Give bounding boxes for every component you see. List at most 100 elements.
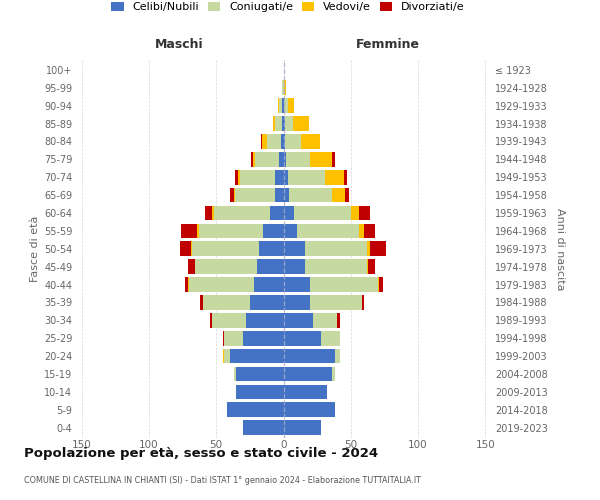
Bar xyxy=(273,116,275,131)
Bar xyxy=(254,277,284,292)
Bar xyxy=(234,188,235,202)
Bar xyxy=(284,260,305,274)
Bar xyxy=(223,349,224,364)
Bar xyxy=(297,224,359,238)
Bar xyxy=(236,366,284,382)
Bar xyxy=(359,224,364,238)
Bar xyxy=(192,242,259,256)
Bar xyxy=(190,277,254,292)
Bar xyxy=(284,295,310,310)
Bar xyxy=(246,313,284,328)
Bar xyxy=(224,331,243,345)
Bar xyxy=(180,242,191,256)
Bar xyxy=(275,170,284,184)
Bar xyxy=(270,206,284,220)
Bar xyxy=(268,134,281,148)
Bar xyxy=(284,80,286,95)
Bar xyxy=(262,134,268,148)
Bar xyxy=(284,420,321,435)
Legend: Celibi/Nubili, Coniugati/e, Vedovi/e, Divorziati/e: Celibi/Nubili, Coniugati/e, Vedovi/e, Di… xyxy=(107,0,469,17)
Bar xyxy=(332,152,335,166)
Bar xyxy=(203,295,250,310)
Bar xyxy=(285,116,293,131)
Bar xyxy=(197,224,199,238)
Bar xyxy=(294,206,351,220)
Bar xyxy=(310,295,362,310)
Bar xyxy=(367,242,370,256)
Bar xyxy=(284,277,310,292)
Bar xyxy=(284,206,294,220)
Bar xyxy=(195,260,257,274)
Bar xyxy=(284,366,332,382)
Bar xyxy=(284,188,289,202)
Bar xyxy=(235,188,275,202)
Bar xyxy=(346,188,349,202)
Bar xyxy=(275,188,284,202)
Bar xyxy=(379,277,383,292)
Bar xyxy=(243,420,284,435)
Bar xyxy=(370,242,386,256)
Bar xyxy=(236,384,284,399)
Bar xyxy=(284,313,313,328)
Bar xyxy=(301,134,320,148)
Bar xyxy=(284,331,321,345)
Bar xyxy=(364,224,375,238)
Bar xyxy=(368,260,375,274)
Bar xyxy=(212,313,246,328)
Bar xyxy=(362,295,364,310)
Bar xyxy=(278,98,280,113)
Bar xyxy=(282,98,284,113)
Bar xyxy=(284,224,297,238)
Bar xyxy=(332,366,335,382)
Bar xyxy=(284,402,335,417)
Bar xyxy=(284,134,285,148)
Bar xyxy=(321,331,340,345)
Text: Femmine: Femmine xyxy=(356,38,420,51)
Bar xyxy=(234,366,236,382)
Bar xyxy=(212,206,214,220)
Y-axis label: Anni di nascita: Anni di nascita xyxy=(554,208,565,290)
Bar xyxy=(282,80,284,95)
Bar xyxy=(253,152,255,166)
Bar xyxy=(199,224,263,238)
Bar xyxy=(284,384,326,399)
Bar xyxy=(185,277,188,292)
Bar xyxy=(238,170,241,184)
Bar xyxy=(284,116,285,131)
Bar xyxy=(359,206,370,220)
Bar xyxy=(230,349,284,364)
Bar xyxy=(214,206,270,220)
Bar xyxy=(280,98,282,113)
Bar xyxy=(263,224,284,238)
Bar xyxy=(367,260,368,274)
Bar xyxy=(188,277,190,292)
Bar xyxy=(259,242,284,256)
Bar xyxy=(280,152,284,166)
Bar xyxy=(293,116,309,131)
Bar xyxy=(200,295,203,310)
Bar xyxy=(286,152,310,166)
Bar xyxy=(282,116,284,131)
Bar xyxy=(284,349,335,364)
Bar xyxy=(337,313,340,328)
Y-axis label: Fasce di età: Fasce di età xyxy=(29,216,40,282)
Bar xyxy=(281,134,284,148)
Text: Maschi: Maschi xyxy=(155,38,203,51)
Bar xyxy=(332,188,346,202)
Bar xyxy=(181,224,197,238)
Bar xyxy=(344,170,347,184)
Bar xyxy=(310,152,332,166)
Bar xyxy=(287,170,325,184)
Bar xyxy=(260,134,262,148)
Bar xyxy=(209,313,212,328)
Bar xyxy=(223,331,224,345)
Bar xyxy=(313,313,337,328)
Bar xyxy=(250,295,284,310)
Bar xyxy=(289,188,332,202)
Bar xyxy=(285,134,301,148)
Bar xyxy=(284,152,286,166)
Bar xyxy=(310,277,377,292)
Text: Popolazione per età, sesso e stato civile - 2024: Popolazione per età, sesso e stato civil… xyxy=(24,448,378,460)
Bar xyxy=(188,260,195,274)
Bar xyxy=(224,349,230,364)
